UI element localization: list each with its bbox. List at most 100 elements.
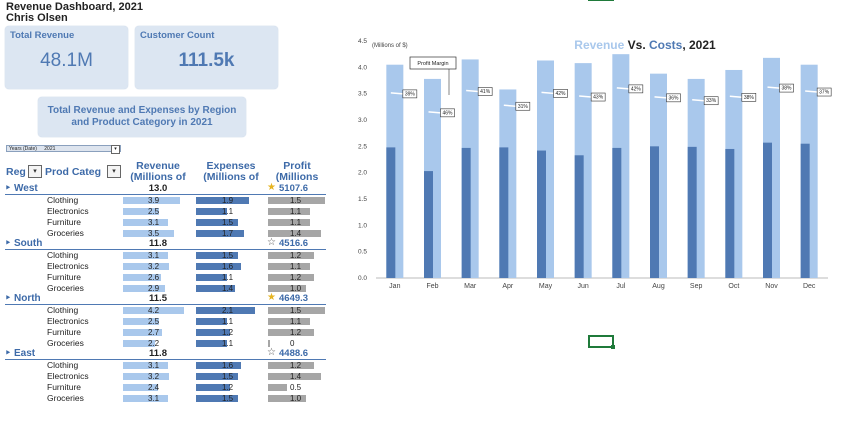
y-tick-label: 2.5: [358, 143, 367, 150]
profit-margin-box: [703, 96, 719, 106]
region-filter-dropdown-icon[interactable]: ▾: [28, 165, 42, 178]
region-name[interactable]: South: [14, 238, 43, 249]
header-region-label: Reg: [6, 166, 26, 178]
revenue-value: 2.4: [148, 383, 160, 392]
y-tick-label: 1.0: [358, 222, 367, 229]
cost-bar: [763, 142, 772, 278]
region-expand-icon[interactable]: ‣: [5, 293, 11, 304]
expenses-bar: 1.2: [196, 383, 233, 392]
callout-leader: [654, 96, 667, 99]
category-label: Electronics: [47, 261, 89, 271]
profit-value: 1.2: [290, 361, 302, 370]
profit-value: 1.2: [290, 251, 302, 260]
revenue-value: 3.2: [148, 262, 160, 271]
profit-margin-label: 43%: [593, 95, 604, 101]
star-filled-icon: ★: [267, 292, 276, 303]
y-tick-label: 3.5: [358, 91, 367, 98]
year-slicer[interactable]: Years (Date) 2021 ▾: [6, 145, 121, 154]
profit-value: 1.1: [290, 218, 302, 227]
category-label: Furniture: [47, 327, 82, 337]
month-label: Jul: [616, 283, 625, 290]
category-filter-dropdown-icon[interactable]: ▾: [107, 165, 121, 178]
header-expenses: Expenses (Millions of: [203, 160, 259, 183]
month-label: Apr: [502, 283, 514, 290]
profit-bar: 1.0: [268, 284, 306, 293]
revenue-bar: 2.6: [123, 273, 161, 282]
expenses-value: 1.1: [222, 339, 234, 348]
profit-bar: 1.2: [268, 273, 314, 282]
header-category-label: Prod Categ: [45, 166, 102, 178]
region-name[interactable]: North: [14, 293, 41, 304]
region-expand-icon[interactable]: ‣: [5, 183, 11, 194]
profit-bar: 1.1: [268, 207, 310, 216]
expenses-bar: 1.9: [196, 196, 249, 205]
category-label: Clothing: [47, 305, 79, 315]
profit-bar: 1.5: [268, 196, 325, 205]
kpi-value: 111.5k: [178, 50, 235, 71]
selected-cell[interactable]: [588, 335, 615, 349]
callout-leader: [541, 91, 554, 95]
region-expand-icon[interactable]: ‣: [5, 348, 11, 359]
profit-margin-label: 36%: [668, 95, 679, 101]
month-label: Feb: [426, 283, 438, 290]
profit-margin-box: [515, 101, 531, 111]
category-label: Clothing: [47, 195, 79, 205]
region-name[interactable]: West: [14, 183, 38, 194]
revenue-bar: 3.2: [123, 262, 169, 271]
slicer-dropdown-icon[interactable]: ▾: [111, 145, 120, 154]
chart-title-part: Vs.: [624, 38, 649, 52]
cost-bar: [499, 147, 509, 278]
cost-bar: [537, 150, 546, 278]
y-tick-label: 4.5: [358, 38, 367, 45]
callout-leader: [616, 87, 629, 90]
callout-leader: [503, 104, 516, 108]
y-tick-label: 0.0: [358, 275, 367, 282]
profit-bar: 1.4: [268, 372, 321, 381]
expenses-value: 1.5: [222, 394, 234, 403]
revenue-value: 2.7: [148, 328, 160, 337]
y-tick-label: 2.0: [358, 170, 367, 177]
month-label: May: [539, 283, 553, 290]
category-label: Groceries: [47, 338, 84, 348]
y-tick-label: 4.0: [358, 64, 367, 71]
callout-leader: [767, 86, 780, 89]
profit-margin-label: 33%: [706, 98, 717, 104]
expenses-bar: 1.5: [196, 394, 238, 403]
expenses-bar: 1.5: [196, 251, 238, 260]
region-divider: [5, 359, 326, 360]
profit-value: 1.1: [290, 262, 302, 271]
revenue-bar: 2.9: [123, 284, 165, 293]
profit-margin-label: 42%: [555, 91, 566, 97]
callout-leader: [428, 111, 441, 114]
profit-margin-box: [440, 108, 455, 118]
profit-bar: 1.1: [268, 218, 310, 227]
expenses-value: 1.1: [222, 273, 234, 282]
profit-bar: 1.1: [268, 262, 310, 271]
profit-margin-box: [590, 92, 606, 102]
expenses-bar: 1.1: [196, 207, 233, 216]
revenue-value: 3.1: [148, 251, 160, 260]
cost-bar: [687, 146, 697, 278]
cost-bar: [574, 155, 584, 278]
region-divider: [5, 194, 326, 195]
profit-bar: 1.2: [268, 251, 314, 260]
region-divider: [5, 304, 326, 305]
category-label: Groceries: [47, 283, 84, 293]
profit-margin-label: 37%: [819, 90, 830, 96]
expenses-value: 2.1: [222, 306, 234, 315]
profit-margin-box: [477, 87, 493, 96]
region-expand-icon[interactable]: ‣: [5, 238, 11, 249]
revenue-bar: 2.5: [123, 317, 159, 326]
expenses-bar: 1.2: [196, 328, 233, 337]
region-profit-total: 4649.3: [279, 293, 309, 304]
month-label: Jan: [389, 283, 400, 290]
expenses-value: 1.6: [222, 262, 234, 271]
region-name[interactable]: East: [14, 348, 36, 359]
profit-margin-label: 38%: [744, 95, 755, 101]
profit-margin-box: [402, 89, 418, 99]
expenses-bar: 1.6: [196, 262, 241, 271]
y-tick-label: 1.5: [358, 196, 367, 203]
table-subtitle: Total Revenue and Expenses by Region and…: [38, 97, 246, 137]
star-outline-icon: ☆: [267, 347, 276, 358]
category-label: Furniture: [47, 217, 82, 227]
